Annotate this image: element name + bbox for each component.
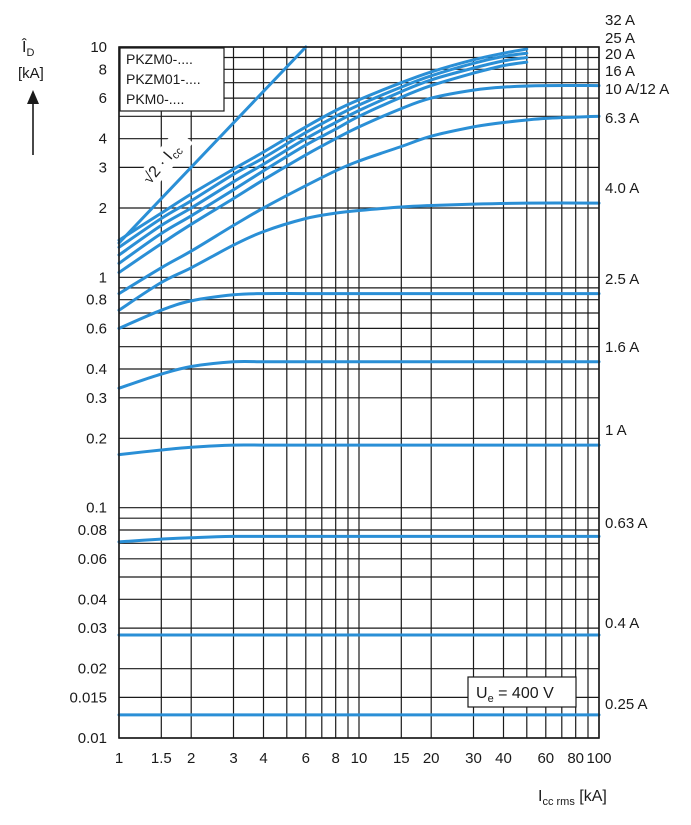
legend-line-3: PKM0-....: [126, 91, 184, 107]
grid: [118, 46, 600, 739]
series-line: [117, 60, 529, 265]
y-tick-label: 1: [99, 269, 107, 286]
x-tick-label: 4: [259, 750, 267, 767]
y-axis-symbol-sub: D: [26, 47, 34, 59]
legend-line-2: PKZM01-....: [126, 71, 201, 87]
series-label: 0.4 A: [605, 615, 639, 632]
y-axis-unit: [kA]: [18, 65, 44, 82]
x-tick-label: 20: [423, 750, 440, 767]
series-line: [117, 83, 601, 274]
y-tick-label: 3: [99, 159, 107, 176]
y-axis-arrow-head: [27, 90, 39, 104]
series-label: 25 A: [605, 30, 635, 47]
series-label: 4.0 A: [605, 180, 639, 197]
y-tick-label: 0.02: [78, 661, 107, 678]
y-axis-symbol-main: Î: [21, 37, 27, 56]
y-tick-label: 0.2: [86, 430, 107, 447]
x-tick-label: 40: [495, 750, 512, 767]
series-label: 20 A: [605, 46, 635, 63]
y-tick-label: 6: [99, 90, 107, 107]
x-tick-label: 6: [302, 750, 310, 767]
y-tick-label: 0.4: [86, 361, 107, 378]
y-tick-label: 10: [90, 39, 107, 56]
x-axis-label-main: I: [538, 788, 542, 805]
series-group: [117, 47, 601, 717]
x-tick-label: 1.5: [151, 750, 172, 767]
reference-label-bg: [135, 128, 194, 192]
y-tick-label: 8: [99, 61, 107, 78]
series-line: [117, 56, 529, 257]
plot-frame: [118, 46, 600, 739]
series-label: 0.63 A: [605, 515, 648, 532]
legend-box: [119, 47, 225, 112]
x-tick-label: 60: [537, 750, 554, 767]
legend-line-1: PKZM0-....: [126, 51, 193, 67]
series-label: 0.25 A: [605, 696, 648, 713]
y-tick-label: 0.01: [78, 730, 107, 747]
series-label: 10 A/12 A: [605, 81, 669, 98]
y-tick-label: 0.015: [69, 689, 107, 706]
x-tick-label: 2: [187, 750, 195, 767]
ue-label: Ue = 400 V: [476, 685, 554, 705]
x-tick-label: 80: [567, 750, 584, 767]
series-label: 2.5 A: [605, 271, 639, 288]
series-label: 1 A: [605, 422, 627, 439]
ue-sub: e: [488, 693, 494, 705]
y-tick-label: 0.04: [78, 591, 107, 608]
series-line: [117, 114, 601, 296]
y-tick-label: 0.1: [86, 500, 107, 517]
series-line: [117, 292, 601, 330]
tick-labels: 1 1.5 2 3 4 6 8 10 15 20 30 40 60 80 100 0.01 0.015 0.02 0…: [69, 39, 611, 767]
ue-rest: = 400 V: [494, 685, 554, 702]
series-line: [117, 47, 529, 242]
x-tick-label: 1: [115, 750, 123, 767]
series-label: 6.3 A: [605, 110, 639, 127]
y-tick-label: 0.8: [86, 292, 107, 309]
x-tick-label: 8: [332, 750, 340, 767]
series-label: 32 A: [605, 12, 635, 29]
y-tick-label: 0.08: [78, 522, 107, 539]
x-axis-label-unit: [kA]: [575, 788, 607, 805]
series-line: [117, 534, 601, 544]
x-tick-label: 100: [586, 750, 611, 767]
x-tick-label: 3: [229, 750, 237, 767]
reference-line: [117, 45, 308, 245]
y-axis-symbol: ÎD: [21, 37, 34, 59]
y-tick-label: 0.6: [86, 320, 107, 337]
y-tick-label: 0.06: [78, 551, 107, 568]
y-tick-label: 2: [99, 200, 107, 217]
x-tick-label: 10: [351, 750, 368, 767]
series-line: [117, 443, 601, 457]
x-axis-label: Icc rms [kA]: [538, 788, 607, 808]
series-label: 1.6 A: [605, 339, 639, 356]
series-label: 16 A: [605, 63, 635, 80]
ue-box: [467, 676, 577, 708]
reference-line-group: [117, 45, 308, 245]
x-tick-label: 15: [393, 750, 410, 767]
series-line: [117, 201, 601, 312]
ue-main: U: [476, 685, 488, 702]
series-labels: 32 A25 A20 A16 A10 A/12 A 6.3 A 4.0 A 2.5 A…: [605, 12, 669, 713]
series-line: [117, 359, 601, 390]
x-axis-label-sub: cc rms: [542, 796, 575, 808]
y-tick-label: 0.3: [86, 390, 107, 407]
x-tick-label: 30: [465, 750, 482, 767]
y-tick-label: 4: [99, 131, 107, 148]
series-line: [117, 51, 529, 249]
y-tick-label: 0.03: [78, 620, 107, 637]
